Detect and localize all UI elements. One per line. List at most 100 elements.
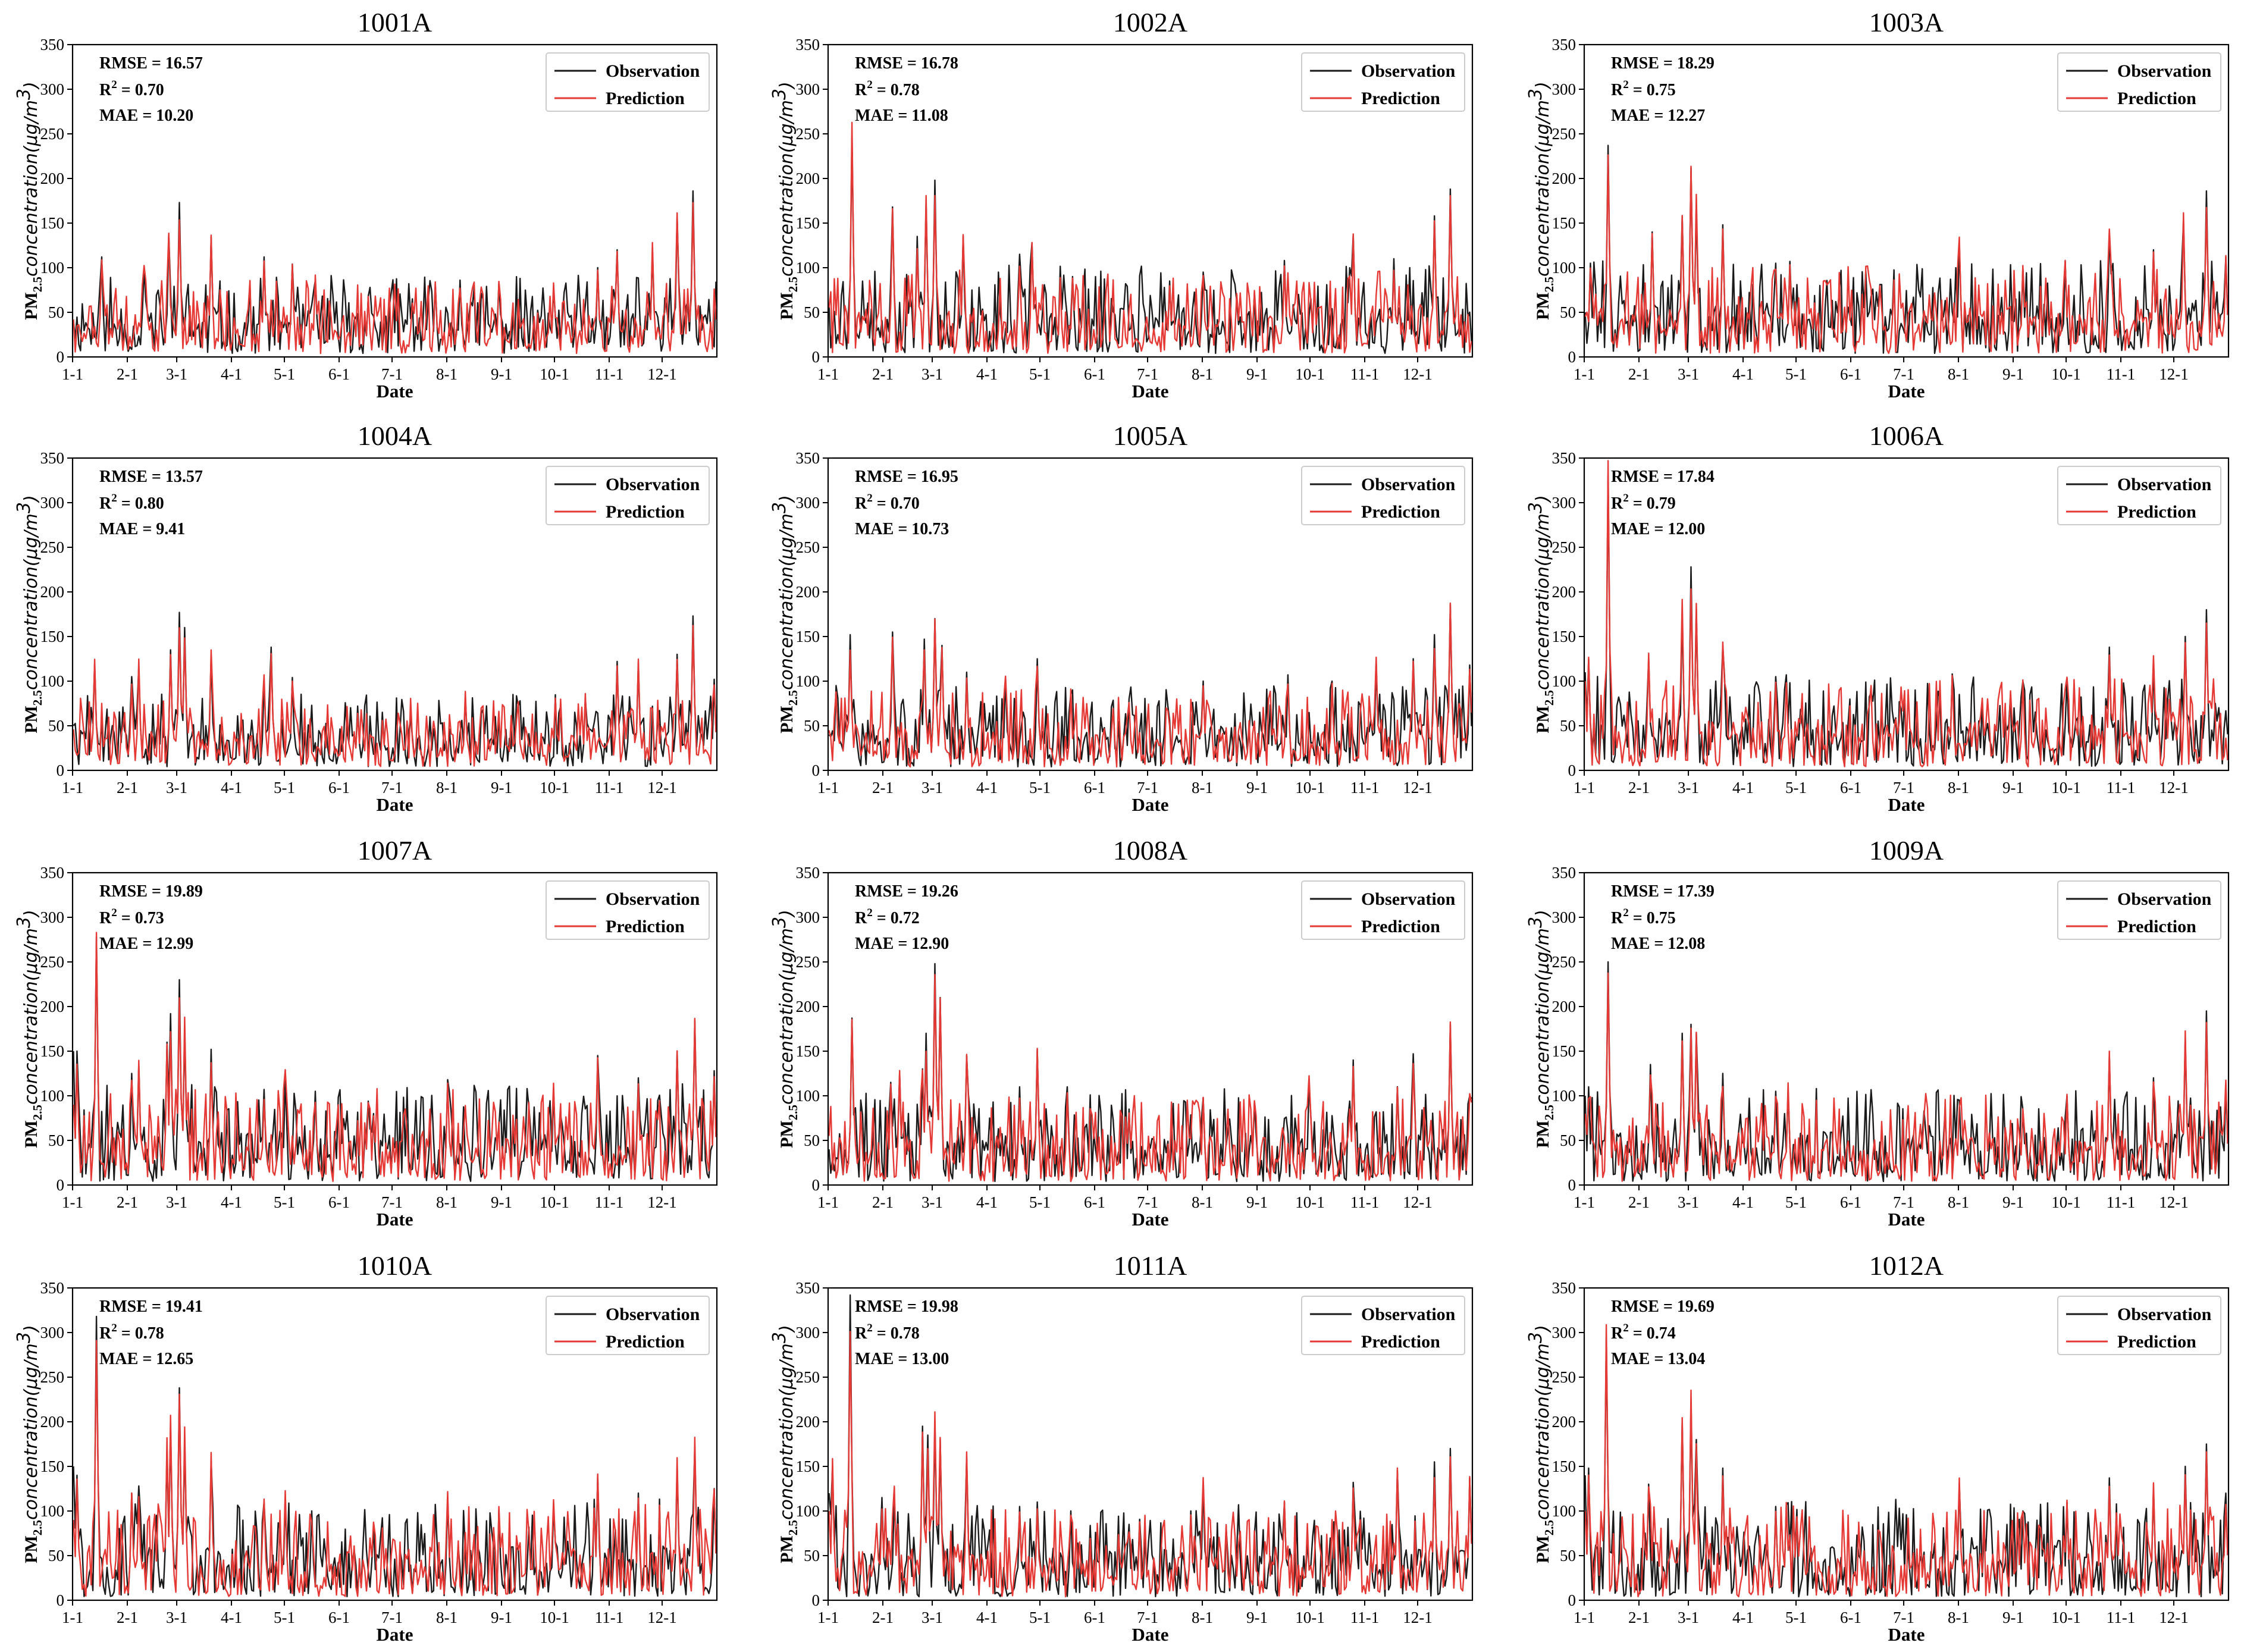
metric-r2-value: = 0.78 xyxy=(873,81,920,99)
x-tick-label: 3-1 xyxy=(1678,1609,1699,1626)
y-tick-label: 0 xyxy=(57,761,65,779)
panel-1007A: 1007A 0 50 100 150 200 250 300 350 1-1 2-1 3-1 4-1 5-… xyxy=(14,835,718,1230)
y-tick-label: 250 xyxy=(1552,538,1576,556)
legend: Observation Prediction xyxy=(2057,466,2221,525)
y-label-main: concentration(μg/m xyxy=(21,100,42,277)
legend-label-prediction: Prediction xyxy=(2117,1332,2196,1352)
x-tick-label: 10-1 xyxy=(540,1193,569,1211)
x-tick-label: 9-1 xyxy=(1246,1193,1268,1211)
x-tick-label: 10-1 xyxy=(540,779,569,797)
metric-r2: R2 = 0.78 xyxy=(855,1322,920,1343)
metric-r2: R2 = 0.72 xyxy=(855,907,920,927)
y-tick-label: 50 xyxy=(804,303,820,321)
y-label-suffix: ) xyxy=(776,1325,797,1333)
y-label-pm: PM xyxy=(1533,292,1553,320)
metric-mae: MAE = 12.65 xyxy=(99,1350,193,1368)
y-label-main: concentration(μg/m xyxy=(1532,928,1553,1105)
metric-mae: MAE = 12.08 xyxy=(1611,935,1705,953)
x-tick-label: 10-1 xyxy=(2051,1193,2081,1211)
y-label-pm: PM xyxy=(777,292,797,320)
x-tick-label: 9-1 xyxy=(491,365,512,383)
panel-title: 1011A xyxy=(1114,1250,1187,1281)
x-axis-label: Date xyxy=(1888,794,1925,815)
x-tick-label: 3-1 xyxy=(1678,1193,1699,1211)
metric-rmse: RMSE = 19.89 xyxy=(99,882,203,901)
legend-frame xyxy=(1301,1296,1465,1355)
x-tick-label: 7-1 xyxy=(381,365,403,383)
metric-mae: MAE = 10.73 xyxy=(855,520,949,538)
x-tick-label: 12-1 xyxy=(1403,365,1433,383)
y-tick-label: 250 xyxy=(1552,1368,1576,1386)
plot-frame xyxy=(827,457,1474,772)
panel-1009A: 1009A 0 50 100 150 200 250 300 350 1-1 2-1 3-1 4-1 5-… xyxy=(1525,835,2230,1230)
x-tick-label: 11-1 xyxy=(595,365,624,383)
plot-frame xyxy=(1583,457,2230,772)
y-tick-label: 150 xyxy=(40,628,65,645)
y-tick-label: 350 xyxy=(1552,1279,1576,1297)
x-tick-label: 4-1 xyxy=(221,1609,242,1626)
x-tick-label: 10-1 xyxy=(1295,1193,1325,1211)
x-tick-label: 2-1 xyxy=(872,1193,894,1211)
x-tick-label: 1-1 xyxy=(817,779,839,797)
x-tick-label: 12-1 xyxy=(1403,779,1433,797)
y-tick-label: 200 xyxy=(796,998,820,1015)
legend-label-prediction: Prediction xyxy=(606,1332,685,1352)
x-tick-label: 12-1 xyxy=(647,779,677,797)
x-tick-label: 12-1 xyxy=(647,365,677,383)
metric-r2-base: R xyxy=(1611,1324,1623,1343)
y-axis-label: PM2.5concentration(μg/m3) xyxy=(14,495,45,733)
x-tick-label: 1-1 xyxy=(1574,1609,1595,1626)
x-tick-label: 3-1 xyxy=(922,365,943,383)
y-label-suffix: ) xyxy=(1532,81,1553,90)
y-label-suffix: ) xyxy=(1532,495,1553,503)
y-tick-label: 350 xyxy=(40,864,65,882)
x-tick-label: 1-1 xyxy=(817,1609,839,1626)
legend-label-prediction: Prediction xyxy=(2117,502,2196,522)
panel-1004A: 1004A 0 50 100 150 200 250 300 350 1-1 2-1 3-1 4-1 5-… xyxy=(14,421,718,815)
y-label-sup: 3 xyxy=(769,89,790,100)
x-tick-label: 7-1 xyxy=(1893,365,1914,383)
legend: Observation Prediction xyxy=(546,466,710,525)
metric-mae: MAE = 12.90 xyxy=(855,935,949,953)
x-tick-label: 6-1 xyxy=(328,779,350,797)
y-tick-label: 0 xyxy=(57,1176,65,1194)
y-tick-label: 50 xyxy=(1560,717,1576,735)
y-label-pm: PM xyxy=(21,706,41,733)
metric-r2-base: R xyxy=(1611,909,1623,927)
metric-r2-value: = 0.72 xyxy=(873,909,920,927)
metric-r2: R2 = 0.79 xyxy=(1611,492,1676,513)
y-tick-label: 300 xyxy=(796,908,820,926)
metric-r2-sup: 2 xyxy=(1623,79,1629,91)
prediction-line xyxy=(73,932,717,1182)
x-tick-label: 11-1 xyxy=(1350,365,1380,383)
metric-mae: MAE = 10.20 xyxy=(99,106,193,125)
x-tick-label: 11-1 xyxy=(1350,1609,1380,1626)
metric-r2-sup: 2 xyxy=(1623,907,1629,919)
panel-title: 1012A xyxy=(1869,1250,1944,1281)
y-tick-label: 150 xyxy=(1552,1457,1576,1475)
y-tick-label: 200 xyxy=(40,170,65,187)
x-tick-label: 4-1 xyxy=(1732,365,1754,383)
legend-label-prediction: Prediction xyxy=(1361,89,1440,108)
plot-frame xyxy=(827,1287,1474,1601)
y-label-sub: 2.5 xyxy=(1542,1520,1556,1535)
y-tick-label: 0 xyxy=(812,1176,820,1194)
y-tick-label: 200 xyxy=(1552,998,1576,1015)
metric-r2-base: R xyxy=(855,1324,867,1343)
prediction-line xyxy=(1584,460,2229,767)
x-tick-label: 5-1 xyxy=(1029,1193,1051,1211)
legend-frame xyxy=(2057,880,2221,940)
y-tick-label: 200 xyxy=(796,1413,820,1431)
x-tick-label: 4-1 xyxy=(976,1193,998,1211)
y-tick-label: 50 xyxy=(1560,303,1576,321)
x-axis-label: Date xyxy=(1888,381,1925,402)
y-tick-label: 100 xyxy=(40,1087,65,1105)
metric-r2-base: R xyxy=(855,909,867,927)
y-axis-label: PM2.5concentration(μg/m3) xyxy=(1525,81,1556,320)
y-tick-label: 350 xyxy=(796,449,820,467)
x-tick-label: 9-1 xyxy=(491,1609,512,1626)
metric-mae: MAE = 11.08 xyxy=(855,106,948,125)
x-axis-label: Date xyxy=(377,794,413,815)
y-axis-label: PM2.5concentration(μg/m3) xyxy=(14,81,45,320)
metric-mae: MAE = 12.00 xyxy=(1611,520,1705,538)
